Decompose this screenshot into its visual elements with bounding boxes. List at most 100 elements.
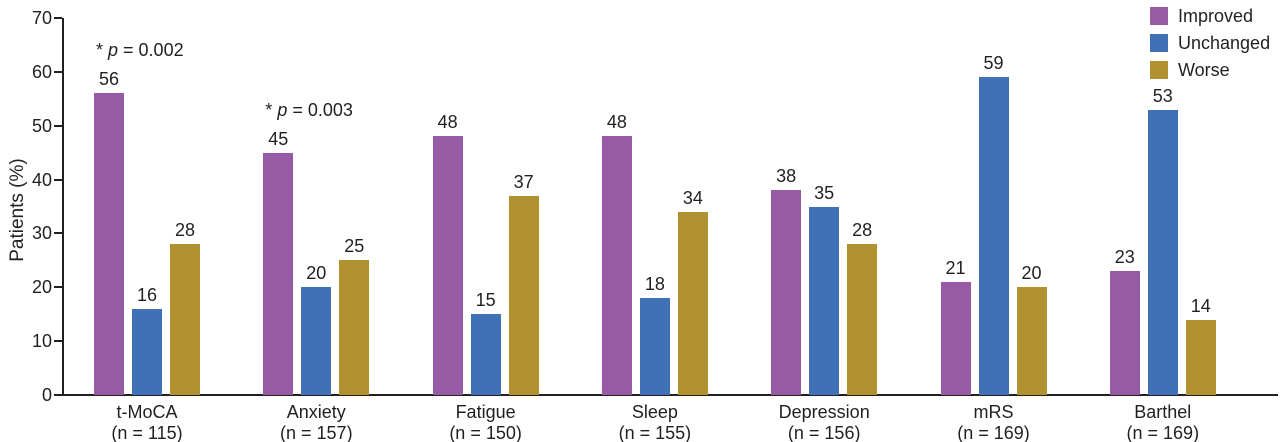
bar-value-label: 34 [682,187,703,208]
bar-improved-6 [1109,271,1140,395]
y-axis-line [62,18,64,396]
significance-star: * [96,40,109,61]
bar-improved-0 [94,93,124,395]
bar-unchanged-6 [1147,109,1178,395]
x-category-label: t-MoCA (n = 115) [62,402,232,442]
bar-improved-1 [263,152,294,395]
x-category-name: Barthel [1134,402,1192,422]
bar-value-label: 35 [814,182,835,203]
x-category-name: t-MoCA [116,402,178,422]
y-tick [54,286,62,289]
y-tick-label: 30 [31,223,52,244]
y-tick-label: 0 [41,385,52,405]
y-tick-label: 60 [31,61,52,82]
bar-value-label: 21 [945,257,966,278]
bar-unchanged-4 [809,206,840,395]
bar-unchanged-3 [639,298,670,395]
x-category-label: Fatigue (n = 150) [401,402,571,442]
legend-label: Unchanged [1178,33,1271,53]
x-category-name: Anxiety [286,402,346,422]
p-symbol: p [277,99,288,120]
bar-worse-1 [339,260,370,395]
y-tick-label: 70 [31,8,52,28]
legend: Improved Unchanged Worse [1150,7,1270,88]
bar-value-label: 59 [983,53,1004,74]
bar-value-label: 48 [606,112,627,133]
bar-worse-0 [170,244,200,395]
legend-swatch-improved [1150,7,1168,25]
bar-worse-6 [1185,319,1216,395]
bar-unchanged-1 [301,287,332,395]
bar-value-label: 18 [644,274,665,295]
x-category-name: mRS [973,402,1014,422]
bar-worse-2 [508,195,539,395]
x-category-count: (n = 115) [111,423,183,442]
p-value-text: = 0.003 [287,99,353,120]
y-tick-label: 20 [31,277,52,298]
bar-unchanged-5 [978,77,1009,395]
x-category-count: (n = 157) [280,423,353,442]
bar-value-label: 20 [1021,263,1042,284]
x-category-count: (n = 169) [957,423,1030,442]
bar-value-label: 20 [306,263,327,284]
legend-entry-worse: Worse [1150,61,1270,79]
legend-entry-improved: Improved [1150,7,1270,25]
p-value-annotation: * p = 0.003 [265,99,353,121]
bar-value-label: 14 [1190,295,1211,316]
bar-value-label: 25 [344,236,365,257]
bar-value-label: 15 [475,290,496,311]
bar-improved-5 [940,281,971,395]
x-category-label: Depression (n = 156) [739,402,909,442]
x-category-label: Barthel (n = 169) [1078,402,1248,442]
y-tick-label: 10 [31,331,52,352]
bar-value-label: 16 [136,284,158,305]
x-category-label: Anxiety (n = 157) [231,402,401,442]
x-category-label: Sleep (n = 155) [570,402,740,442]
bar-worse-5 [1016,287,1047,395]
y-tick-label: 50 [31,115,52,136]
bar-value-label: 37 [513,171,534,192]
x-category-name: Sleep [631,402,678,422]
legend-swatch-unchanged [1150,34,1168,52]
x-category-count: (n = 169) [1126,423,1200,442]
bar-value-label: 53 [1152,85,1173,106]
bar-improved-4 [771,190,802,395]
bar-worse-4 [847,244,878,395]
x-category-count: (n = 150) [449,423,522,442]
y-tick [54,340,62,343]
p-value-annotation: * p = 0.002 [96,39,184,61]
p-symbol: p [108,40,119,61]
y-tick [54,70,62,73]
y-tick [54,232,62,235]
bar-value-label: 28 [852,220,873,241]
bar-value-label: 48 [437,112,458,133]
x-category-count: (n = 155) [618,423,692,442]
significance-star: * [265,99,278,120]
legend-entry-unchanged: Unchanged [1150,34,1270,52]
bar-improved-3 [601,136,632,395]
y-tick [54,17,62,19]
y-tick [54,394,62,396]
bar-value-label: 38 [776,166,797,187]
bar-worse-3 [677,211,708,395]
y-tick [54,124,62,127]
bar-value-label: 28 [174,220,196,241]
x-axis-line [62,394,1278,396]
legend-label: Worse [1178,60,1230,80]
bar-value-label: 45 [268,128,289,149]
x-category-label: mRS (n = 169) [909,402,1079,442]
x-category-count: (n = 156) [787,423,861,442]
bar-unchanged-0 [132,308,162,395]
x-category-name: Fatigue [455,402,516,422]
y-tick [54,178,62,181]
bar-unchanged-2 [470,314,501,395]
legend-swatch-worse [1150,61,1168,79]
bar-value-label: 23 [1114,247,1135,268]
p-value-text: = 0.002 [118,40,184,61]
x-category-name: Depression [778,402,870,422]
bar-improved-2 [432,136,463,395]
bar-value-label: 56 [98,69,120,90]
legend-label: Improved [1178,6,1254,26]
y-tick-label: 40 [31,169,52,190]
